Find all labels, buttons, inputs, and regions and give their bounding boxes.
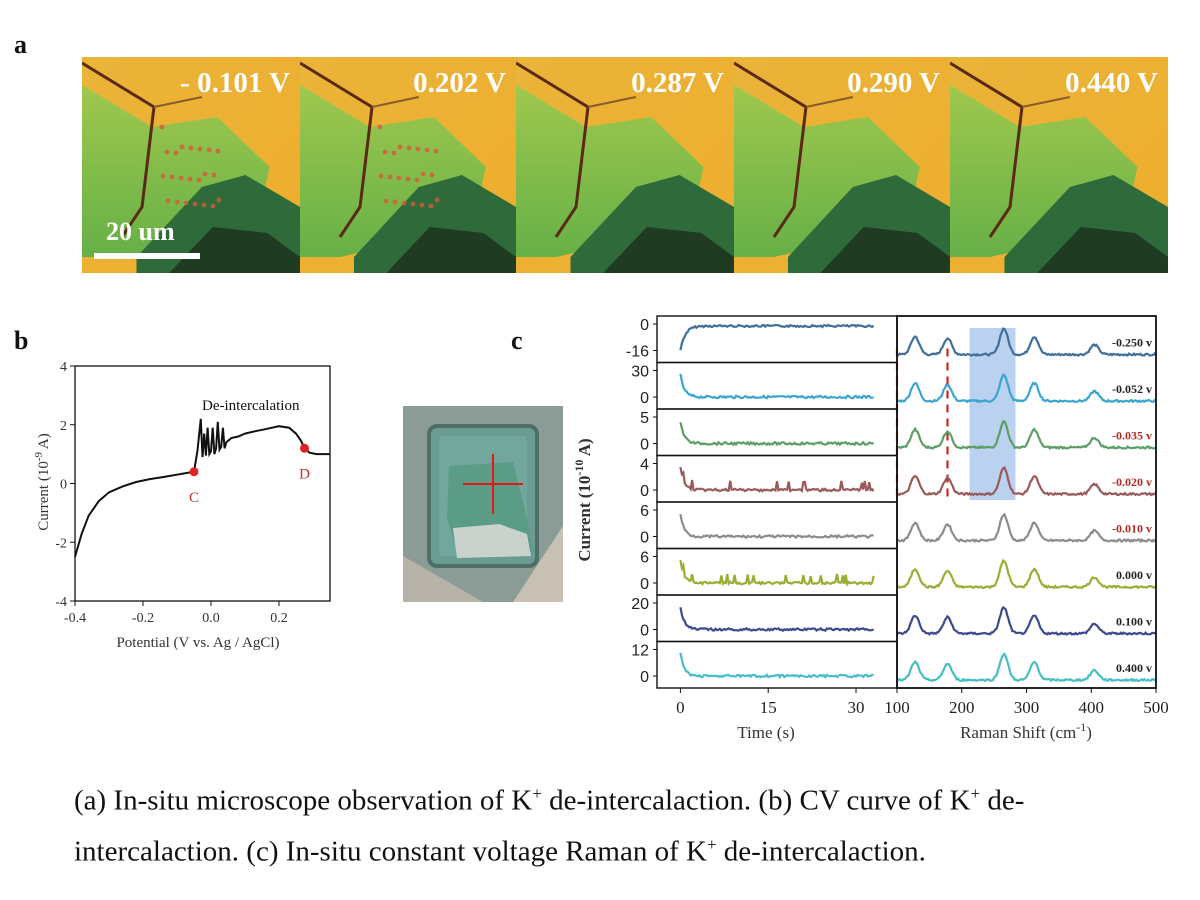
- cv-annotation: De-intercalation: [202, 398, 300, 414]
- microscope-image-5: 0.440 V: [950, 57, 1168, 273]
- raman-y-axis-label: Current (10-10 A): [572, 438, 594, 561]
- time-x-tick-label: 0: [676, 698, 685, 717]
- current-y-tick-label: 12: [631, 643, 649, 660]
- raman-x-tick-label: 100: [884, 698, 910, 717]
- raman-spectrum: [896, 466, 1157, 497]
- raman-chart: -0.250 v -0.052 v -0.035 v -0.020 v -0.010 v…: [572, 315, 1169, 742]
- raman-voltage-label: 0.400 v: [1116, 661, 1152, 675]
- cv-curve-chart: -0.4 -0.2 0.0 0.2 -4 -2 0 2 4 C D De-intercalatio…: [33, 360, 331, 651]
- current-y-tick-label: 30: [631, 364, 649, 381]
- current-trace: [679, 422, 875, 447]
- cv-y-tick-label: 4: [60, 360, 67, 375]
- time-x-tick-label: 15: [760, 698, 777, 717]
- raman-spectrum: [896, 327, 1157, 357]
- raman-voltage-label: -0.020 v: [1112, 475, 1152, 489]
- microscope-image-4: 0.290 V: [734, 57, 950, 273]
- current-trace: [679, 373, 874, 400]
- microscope-image-2: 0.202 V: [300, 57, 516, 273]
- cv-point-D: [300, 443, 309, 453]
- raman-voltage-label: -0.035 v: [1112, 429, 1152, 443]
- current-trace-frame: [656, 640, 898, 689]
- crosshair-icon: [463, 454, 523, 514]
- current-trace-frame: [656, 408, 898, 457]
- cv-curve-line: [74, 418, 330, 558]
- cv-x-axis-label: Potential (V vs. Ag / AgCl): [116, 635, 279, 651]
- current-trace-frame: [656, 361, 898, 410]
- raman-voltage-label: 0.100 v: [1116, 615, 1152, 629]
- raman-highlight-band: [969, 328, 1016, 500]
- cv-y-tick-label: -2: [55, 536, 67, 551]
- voltage-label-3: 0.287 V: [631, 67, 724, 99]
- raman-x-tick-label: 400: [1079, 698, 1105, 717]
- raman-voltage-label: 0.000 v: [1116, 568, 1152, 582]
- voltage-label-4: 0.290 V: [847, 67, 940, 99]
- current-trace: [679, 323, 875, 351]
- cv-x-tick-label: -0.4: [64, 611, 86, 626]
- panel-label-a: a: [14, 30, 27, 59]
- raman-spectrum: [896, 652, 1157, 683]
- current-y-tick-label: 20: [631, 596, 649, 613]
- current-y-tick-label: 0: [640, 390, 649, 407]
- cv-x-tick-label: -0.2: [132, 611, 154, 626]
- time-x-axis-label: Time (s): [737, 723, 794, 742]
- microscope-image-1: - 0.101 V 20 um: [82, 57, 300, 273]
- raman-voltage-label: -0.250 v: [1112, 336, 1152, 350]
- voltage-label-1: - 0.101 V: [180, 67, 290, 99]
- panel-label-c: c: [511, 326, 523, 355]
- current-trace: [679, 513, 874, 540]
- microscope-image-row: - 0.101 V 20 um 0.202 V 0.287 V 0.290 V …: [82, 57, 1168, 273]
- cv-y-tick-label: -4: [55, 595, 67, 610]
- raman-voltage-label: -0.052 v: [1112, 382, 1152, 396]
- panel-label-b: b: [14, 326, 29, 355]
- raman-x-axis-label: Raman Shift (cm-1): [960, 720, 1092, 742]
- current-trace-frame: [656, 454, 898, 503]
- voltage-label-5: 0.440 V: [1065, 67, 1158, 99]
- cv-x-tick-label: 0.2: [270, 611, 288, 626]
- raman-x-tick-label: 500: [1143, 698, 1169, 717]
- current-y-tick-label: 0: [640, 483, 649, 500]
- raman-spectrum: [896, 373, 1157, 404]
- current-y-tick-label: 0: [640, 530, 649, 547]
- current-y-tick-label: 6: [640, 503, 649, 520]
- current-y-tick-label: 0: [640, 623, 649, 640]
- current-y-tick-label: 6: [640, 550, 649, 567]
- current-trace-frame: [656, 594, 898, 643]
- raman-spectrum: [896, 605, 1157, 636]
- current-y-tick-label: 5: [640, 410, 649, 427]
- scale-bar: [94, 253, 200, 259]
- raman-x-tick-label: 200: [949, 698, 975, 717]
- voltage-label-2: 0.202 V: [413, 67, 506, 99]
- figure-caption: (a) In-situ microscope observation of K+…: [74, 784, 1025, 868]
- current-trace-frame: [656, 501, 898, 550]
- raman-spectrum: [896, 420, 1157, 451]
- cv-y-tick-label: 0: [60, 478, 67, 493]
- cv-point-label: C: [189, 490, 199, 506]
- current-trace-frame: [656, 315, 898, 364]
- current-y-tick-label: 0: [640, 437, 649, 454]
- current-y-tick-label: -16: [626, 344, 649, 361]
- time-x-tick-label: 30: [848, 698, 865, 717]
- current-trace: [679, 652, 874, 680]
- current-y-tick-label: 0: [640, 576, 649, 593]
- cv-x-tick-label: 0.0: [202, 611, 220, 626]
- cv-y-tick-label: 2: [60, 419, 67, 434]
- cv-point-C: [189, 467, 199, 477]
- current-trace: [679, 559, 875, 587]
- raman-voltage-label: -0.010 v: [1112, 522, 1152, 536]
- current-y-tick-label: 0: [640, 669, 649, 686]
- current-trace: [679, 607, 875, 633]
- current-trace-frame: [656, 547, 898, 596]
- scale-bar-label: 20 um: [106, 217, 175, 246]
- current-y-tick-label: 4: [640, 457, 649, 474]
- current-trace: [679, 466, 875, 494]
- cv-point-label: D: [299, 466, 310, 482]
- cv-y-axis-label: Current (10-9 A): [33, 433, 52, 531]
- current-y-tick-label: 0: [640, 317, 649, 334]
- sample-inset-photo: [403, 406, 563, 602]
- raman-spectrum: [896, 512, 1157, 544]
- microscope-image-3: 0.287 V: [516, 57, 734, 273]
- raman-spectrum: [896, 558, 1157, 590]
- raman-x-tick-label: 300: [1014, 698, 1040, 717]
